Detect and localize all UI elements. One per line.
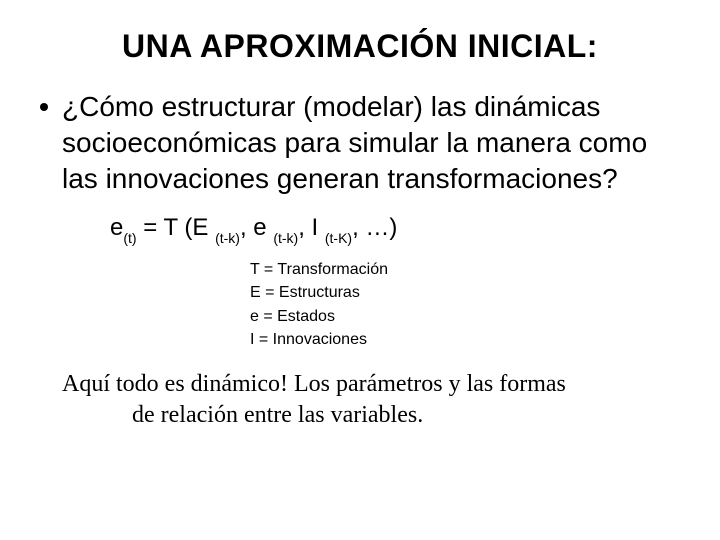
bullet-dot-icon [40,103,48,111]
slide-container: UNA APROXIMACIÓN INICIAL: ¿Cómo estructu… [0,0,720,540]
equation-legend: T = Transformación E = Estructuras e = E… [250,258,680,351]
eq-e2-sub: (t-k) [273,230,298,246]
slide-title: UNA APROXIMACIÓN INICIAL: [40,28,680,65]
eq-I-sub: (t-K) [325,230,352,246]
bullet-text: ¿Cómo estructurar (modelar) las dinámica… [62,89,680,196]
legend-E: E = Estructuras [250,281,680,304]
closing-remark: Aquí todo es dinámico! Los parámetros y … [40,369,680,430]
eq-e-sub: (t) [123,230,136,246]
closing-line-1: Aquí todo es dinámico! Los parámetros y … [62,371,566,397]
eq-e: e [110,214,123,241]
closing-line-2: de relación entre las variables. [62,402,423,428]
eq-tail: , …) [352,214,397,241]
eq-equals: = T (E [137,214,215,241]
eq-sep1: , e [240,214,273,241]
equation: e(t) = T (E (t-k), e (t-k), I (t-K), …) [110,214,680,244]
legend-I: I = Innovaciones [250,328,680,351]
eq-sep2: , I [298,214,325,241]
legend-T: T = Transformación [250,258,680,281]
legend-e: e = Estados [250,305,680,328]
bullet-item: ¿Cómo estructurar (modelar) las dinámica… [40,89,680,196]
eq-E-sub: (t-k) [215,230,240,246]
